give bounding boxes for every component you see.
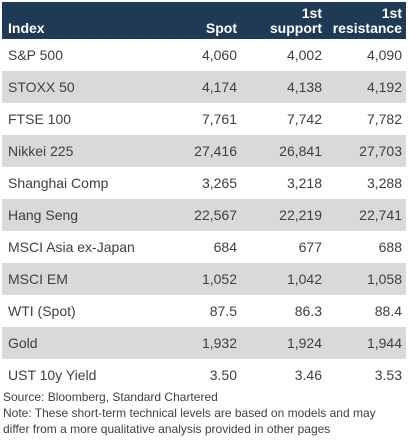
table-row: MSCI Asia ex-Japan 684 677 688 — [2, 231, 406, 263]
cell-resistance: 88.4 — [374, 303, 402, 319]
table-header: Index Spot 1st support 1st resistance — [2, 2, 406, 39]
header-resistance-line2: resistance — [332, 20, 402, 36]
header-index: Index — [8, 20, 45, 36]
cell-resistance: 4,090 — [366, 47, 402, 63]
header-spot: Spot — [205, 20, 237, 36]
cell-resistance: 3.53 — [374, 367, 402, 383]
cell-support: 1,924 — [286, 335, 322, 351]
table-row: MSCI EM 1,052 1,042 1,058 — [2, 263, 406, 295]
table-row: Shanghai Comp 3,265 3,218 3,288 — [2, 167, 406, 199]
cell-index: FTSE 100 — [8, 111, 72, 127]
cell-support: 677 — [298, 239, 322, 255]
table-row: UST 10y Yield 3.50 3.46 3.53 — [2, 359, 406, 391]
cell-index: Hang Seng — [8, 207, 79, 223]
cell-index: S&P 500 — [8, 47, 64, 63]
table-row: Nikkei 225 27,416 26,841 27,703 — [2, 135, 406, 167]
cell-index: STOXX 50 — [8, 79, 75, 95]
cell-resistance: 1,944 — [366, 335, 402, 351]
cell-index: Shanghai Comp — [8, 175, 109, 191]
cell-spot: 684 — [213, 239, 237, 255]
cell-spot: 3,265 — [201, 175, 237, 191]
source-note: Source: Bloomberg, Standard Chartered — [3, 390, 218, 404]
cell-support: 86.3 — [294, 303, 322, 319]
table-row: S&P 500 4,060 4,002 4,090 — [2, 39, 406, 71]
cell-support: 4,002 — [286, 47, 322, 63]
cell-spot: 27,416 — [194, 143, 237, 159]
table-row: Hang Seng 22,567 22,219 22,741 — [2, 199, 406, 231]
cell-spot: 3.50 — [209, 367, 237, 383]
cell-support: 26,841 — [279, 143, 322, 159]
table-row: FTSE 100 7,761 7,742 7,782 — [2, 103, 406, 135]
header-support-line1: 1st — [301, 5, 322, 21]
technical-levels-table: Index Spot 1st support 1st resistance S&… — [2, 2, 406, 391]
cell-resistance: 27,703 — [359, 143, 402, 159]
table-row: WTI (Spot) 87.5 86.3 88.4 — [2, 295, 406, 327]
cell-spot: 22,567 — [194, 207, 237, 223]
cell-index: Nikkei 225 — [8, 143, 74, 159]
cell-resistance: 7,782 — [366, 111, 402, 127]
cell-index: Gold — [8, 335, 38, 351]
table-row: Gold 1,932 1,924 1,944 — [2, 327, 406, 359]
cell-resistance: 4,192 — [366, 79, 402, 95]
cell-resistance: 22,741 — [359, 207, 402, 223]
footnotes: Source: Bloomberg, Standard Chartered No… — [3, 389, 407, 437]
cell-support: 3.46 — [294, 367, 322, 383]
cell-support: 22,219 — [279, 207, 322, 223]
disclaimer-line-2: differ from a more qualitative analysis … — [3, 422, 331, 436]
cell-spot: 4,060 — [201, 47, 237, 63]
header-resistance-line1: 1st — [381, 5, 402, 21]
cell-support: 4,138 — [286, 79, 322, 95]
table-row: STOXX 50 4,174 4,138 4,192 — [2, 71, 406, 103]
cell-index: UST 10y Yield — [8, 367, 97, 383]
cell-resistance: 3,288 — [366, 175, 402, 191]
header-support: 1st support — [237, 6, 322, 39]
cell-spot: 1,052 — [201, 271, 237, 287]
cell-support: 7,742 — [286, 111, 322, 127]
header-resistance: 1st resistance — [322, 6, 406, 39]
cell-spot: 4,174 — [201, 79, 237, 95]
cell-index: MSCI Asia ex-Japan — [8, 239, 135, 255]
cell-resistance: 688 — [378, 239, 402, 255]
cell-resistance: 1,058 — [366, 271, 402, 287]
cell-support: 1,042 — [286, 271, 322, 287]
cell-index: WTI (Spot) — [8, 303, 76, 319]
cell-spot: 87.5 — [209, 303, 237, 319]
cell-spot: 7,761 — [201, 111, 237, 127]
cell-index: MSCI EM — [8, 271, 68, 287]
cell-support: 3,218 — [286, 175, 322, 191]
header-support-line2: support — [269, 20, 322, 36]
disclaimer-line-1: Note: These short-term technical levels … — [3, 406, 376, 420]
cell-spot: 1,932 — [201, 335, 237, 351]
